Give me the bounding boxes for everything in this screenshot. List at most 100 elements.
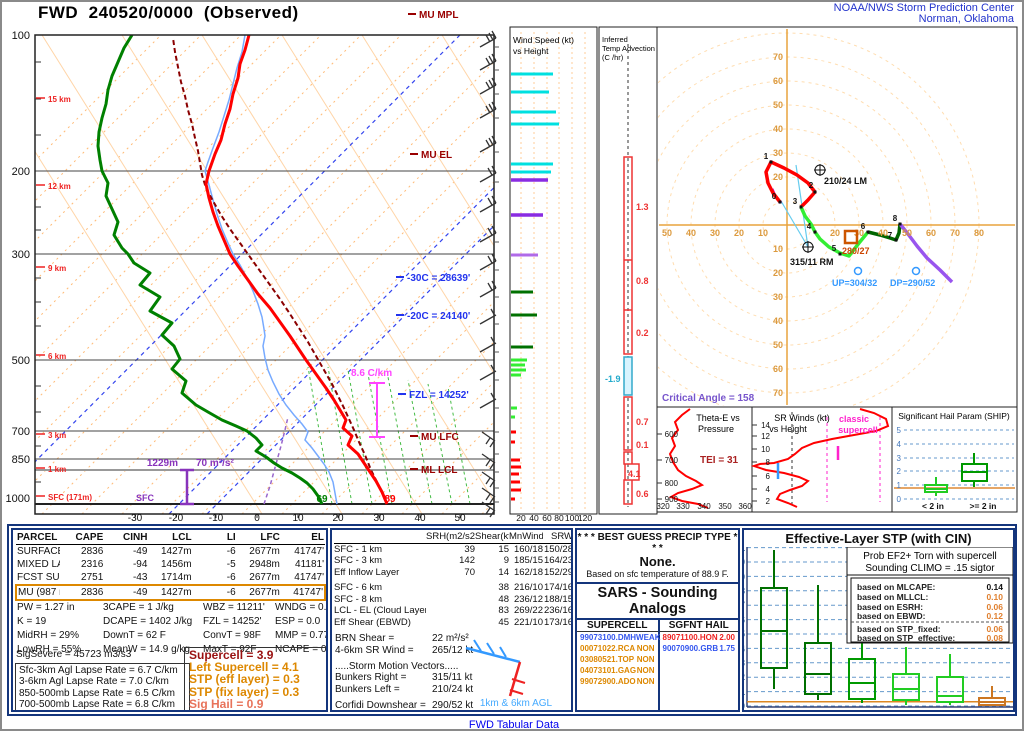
svg-text:40: 40	[878, 228, 888, 238]
stp-legend-values2: 0.060.08	[986, 624, 1003, 643]
svg-text:300: 300	[12, 249, 30, 261]
srh-rows-low: SFC - 1 km 39 15 160/18 150/28 SFC - 3 km 142 9…	[334, 543, 573, 578]
lapse-rates-box: Sfc-3km Agl Lapse Rate = 6.7 C/km 3-6km …	[15, 663, 190, 710]
brn-shear-row: BRN Shear = 22 m²/s²	[335, 633, 469, 644]
srh-table: SRH(m2/s2) Shear(kt) MnWind SRW SFC - 1 …	[334, 531, 573, 628]
svg-text:2: 2	[897, 467, 902, 476]
svg-text:0.10: 0.10	[986, 592, 1003, 602]
svg-text:900: 900	[665, 495, 679, 504]
svg-text:100: 100	[12, 30, 30, 42]
theta-e-panel: Theta-E vs Pressure TEI = 31 600 700 800 90…	[656, 406, 753, 513]
svg-text:0.6: 0.6	[636, 489, 649, 499]
svg-text:0: 0	[897, 495, 902, 504]
km-label-ticks	[36, 97, 45, 497]
barb-caption: 1km & 6km AGL Wind Barbs	[479, 698, 553, 710]
svg-text:EF0: EF0	[942, 708, 958, 710]
svg-text:340: 340	[697, 502, 711, 511]
svg-text:1 km: 1 km	[48, 465, 66, 474]
svg-text:20: 20	[734, 228, 744, 238]
svg-text:2: 2	[766, 497, 771, 506]
temp-advection-panel: Inferred Temp Advection (C /hr) 1.3 0.8 0.…	[598, 26, 658, 515]
eff-inflow-bracket	[180, 468, 194, 506]
storm-motion-title: .....Storm Motion Vectors.....	[335, 661, 459, 672]
svg-text:50: 50	[773, 100, 783, 110]
sars-match: 99072900.ADO NON	[580, 677, 655, 686]
supercell-value: Supercell = 3.9	[189, 648, 274, 662]
svg-text:320: 320	[656, 502, 670, 511]
svg-text:-1.9: -1.9	[605, 374, 621, 384]
corfidi-down-marker	[911, 266, 921, 276]
col-cape: CAPE	[60, 531, 105, 545]
svg-text:800: 800	[665, 479, 679, 488]
wind-panel-title2: vs Height	[513, 46, 549, 56]
stp-ylabels: 11109876543210	[744, 547, 745, 710]
svg-text:based on EBWD:: based on EBWD:	[857, 611, 926, 621]
skewt-border	[34, 34, 495, 515]
svg-text:5: 5	[897, 426, 902, 435]
lapse-850-500: 850-500mb Lapse Rate = 6.5 C/km	[19, 687, 175, 699]
svg-text:3 km: 3 km	[48, 431, 66, 440]
svg-text:based on ESRH:: based on ESRH:	[857, 602, 923, 612]
svg-text:based on MLLCL:: based on MLLCL:	[857, 592, 928, 602]
lapse-700-500: 700-500mb Lapse Rate = 6.8 C/km	[19, 698, 175, 710]
svg-text:0.2: 0.2	[636, 328, 649, 338]
corfidi-up-marker	[853, 266, 863, 276]
svg-text:80: 80	[974, 228, 984, 238]
svg-text:120: 120	[578, 513, 592, 523]
sr-wind-row: 4-6km SR Wind = 265/12 kt	[335, 644, 474, 656]
precip-value: None.	[639, 554, 676, 569]
ship-ylabels: 5 4 3 2 1 0	[897, 426, 902, 504]
indices-grid: PW = 1.27 in 3CAPE = 1 J/kg WBZ = 11211' WN…	[17, 601, 328, 655]
svg-text:EF1: EF1	[898, 708, 914, 710]
sr-note1: classic	[839, 414, 869, 424]
svg-text:20: 20	[332, 513, 344, 524]
svg-text:30: 30	[710, 228, 720, 238]
svg-text:0.14: 0.14	[986, 582, 1003, 592]
sr-ylabels: 14 12 10 8 6 4 2	[761, 421, 770, 506]
mu-el-label: MU EL	[421, 150, 452, 161]
footer: FWD Tabular Data	[2, 719, 1022, 731]
stp-eff-value: STP (eff layer) = 0.3	[189, 672, 300, 687]
thetae-xlabels: 320 330 340 350 360	[656, 502, 752, 511]
svg-text:8: 8	[893, 214, 898, 223]
adv-title3: (C /hr)	[602, 53, 624, 62]
corfidi-up-label: UP=304/32	[832, 278, 877, 288]
tei-value: TEI = 31	[700, 455, 739, 466]
stp-box-ef0	[936, 654, 964, 705]
svg-text:9: 9	[744, 572, 745, 582]
svg-text:EF3: EF3	[810, 708, 826, 710]
km-axis-labels: 15 km 12 km 9 km 6 km 3 km 1 km SFC (171m)	[48, 95, 92, 502]
svg-text:350: 350	[718, 502, 732, 511]
svg-text:2: 2	[744, 672, 745, 682]
page-title: FWD 240520/0000 (Observed)	[38, 3, 299, 22]
svg-text:2: 2	[809, 181, 814, 190]
fzl-label: FZL = 14252'	[409, 390, 469, 401]
virtual-temp-curve	[263, 416, 289, 505]
svg-text:30: 30	[773, 148, 783, 158]
thetae-ticks	[657, 433, 662, 500]
wind-bars-cyan	[511, 72, 559, 174]
svg-text:3: 3	[744, 658, 745, 668]
svg-text:600: 600	[665, 430, 679, 439]
sig-hail-value: Sig Hail = 0.9	[189, 696, 264, 711]
hodo-axis-top: 70 60 50 40 30 20	[773, 52, 783, 182]
svg-text:40: 40	[773, 316, 783, 326]
pressure-axis-labels: 100 200 300 500 700 850 1000	[6, 30, 30, 505]
sr-winds-panel: SR Winds (kt) vs Height classic supercel…	[750, 406, 893, 513]
blue-isotherms	[35, 35, 494, 514]
srh-col-mnwind: MnWind	[509, 531, 543, 544]
svg-text:4.1: 4.1	[628, 469, 641, 479]
mean-wind-label: 280/27	[842, 246, 870, 256]
svg-text:1.3: 1.3	[636, 202, 649, 212]
dry-adiabat-grid	[35, 35, 494, 514]
mu-lfc-label: MU LFC	[421, 432, 459, 443]
svg-text:4: 4	[744, 644, 745, 654]
stp-box-ef2	[848, 630, 876, 703]
stp-legend-labels2: based on STP_fixed:based on STP_effectiv…	[857, 624, 955, 643]
right-edge-ticks	[494, 46, 499, 503]
sfc-dewpoint-value: 69	[316, 494, 328, 505]
sars-match: 04073101.GAG NON	[580, 666, 655, 675]
tabular-data-link[interactable]: FWD Tabular Data	[468, 719, 560, 731]
stp-box-ef3	[804, 585, 832, 700]
